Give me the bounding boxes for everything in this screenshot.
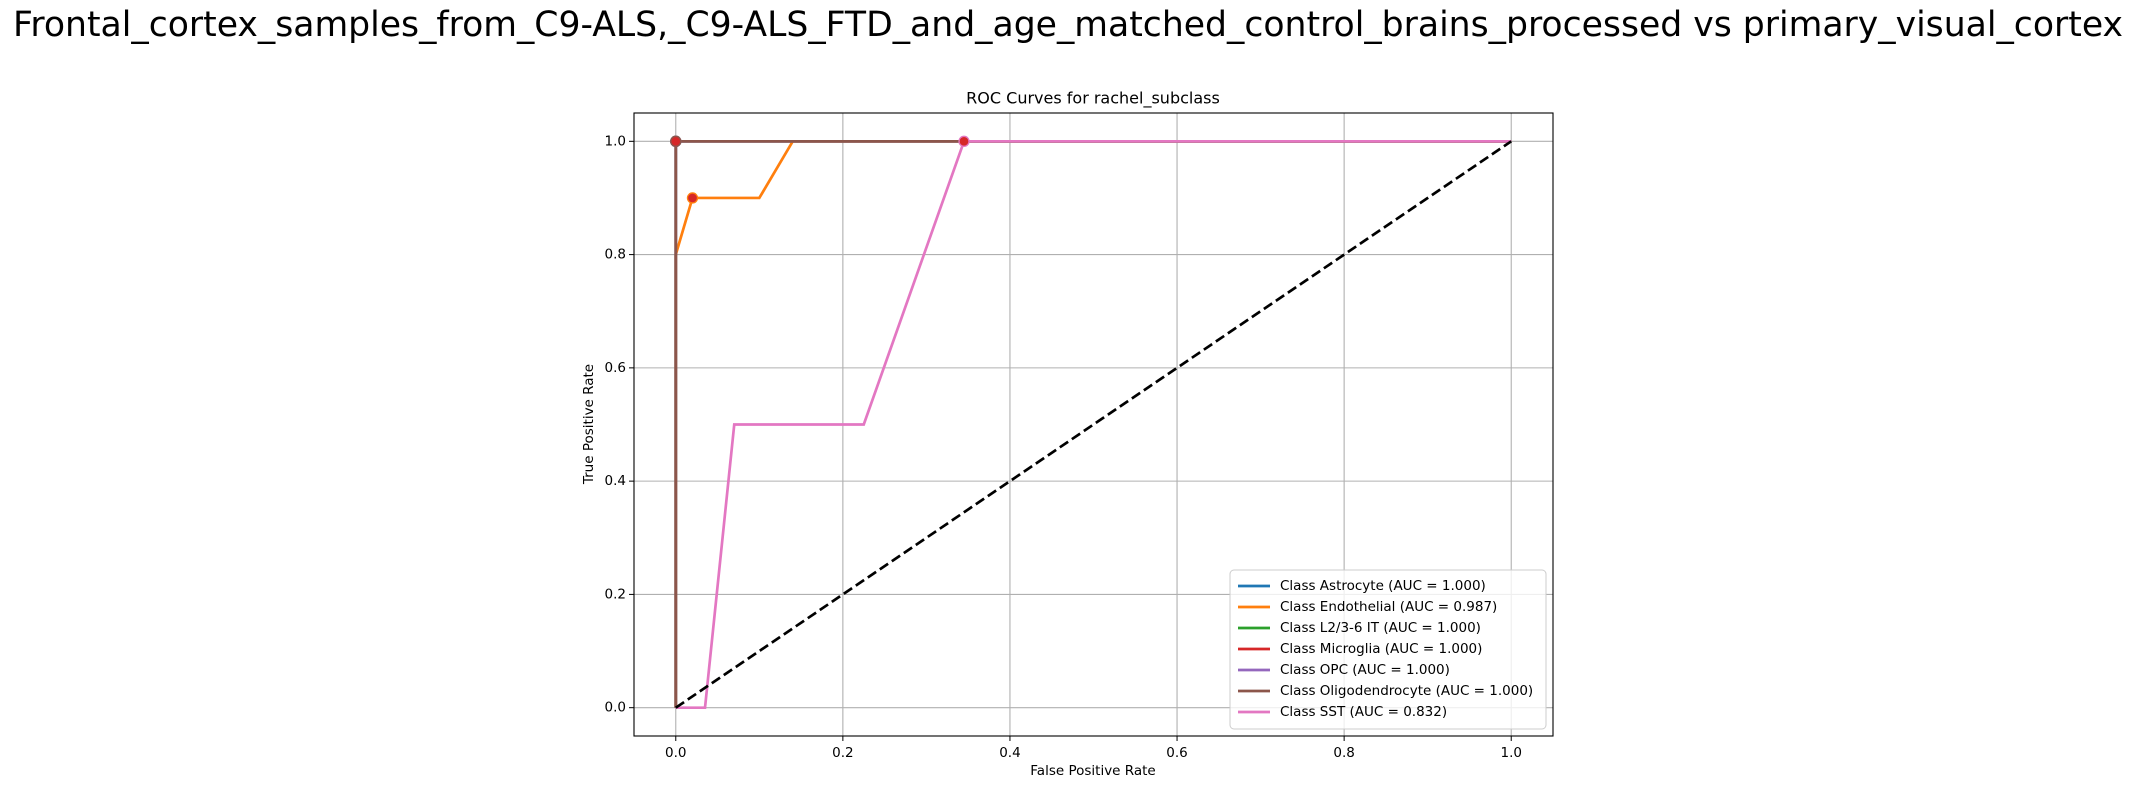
- y-axis-label: True Positive Rate: [581, 364, 597, 485]
- y-tick-label: 0.0: [605, 700, 626, 716]
- x-tick-label: 0.2: [832, 745, 853, 761]
- roc-curve: [675, 139, 1512, 710]
- legend-label: Class Microglia (AUC = 1.000): [1280, 641, 1482, 657]
- optimal-point: [670, 135, 682, 147]
- y-tick-label: 0.8: [605, 247, 626, 263]
- legend-label: Class OPC (AUC = 1.000): [1280, 662, 1450, 678]
- x-tick-label: 0.0: [665, 745, 686, 761]
- y-tick-label: 1.0: [605, 133, 626, 149]
- optimal-point: [686, 192, 699, 204]
- legend-label: Class Endothelial (AUC = 0.987): [1280, 599, 1497, 615]
- x-tick-label: 0.4: [999, 745, 1020, 761]
- suptitle: Frontal_cortex_samples_from_C9-ALS,_C9-A…: [13, 5, 2123, 45]
- y-tick-label: 0.2: [605, 586, 626, 602]
- x-axis-label: False Positive Rate: [1030, 763, 1155, 779]
- x-tick-label: 0.8: [1333, 745, 1354, 761]
- chart-title: ROC Curves for rachel_subclass: [966, 89, 1220, 109]
- legend-label: Class L2/3-6 IT (AUC = 1.000): [1280, 620, 1481, 636]
- legend-box: [1229, 569, 1547, 730]
- legend-label: Class SST (AUC = 0.832): [1280, 704, 1447, 720]
- x-tick-label: 1.0: [1500, 745, 1521, 761]
- legend-label: Class Oligodendrocyte (AUC = 1.000): [1280, 683, 1533, 699]
- optimal-point: [958, 135, 970, 147]
- x-tick-label: 0.6: [1166, 745, 1187, 761]
- legend-label: Class Astrocyte (AUC = 1.000): [1280, 578, 1486, 594]
- y-tick-label: 0.6: [605, 360, 626, 376]
- plot-frame: [633, 112, 1554, 737]
- y-tick-label: 0.4: [605, 473, 626, 489]
- reference-line: [675, 140, 1512, 709]
